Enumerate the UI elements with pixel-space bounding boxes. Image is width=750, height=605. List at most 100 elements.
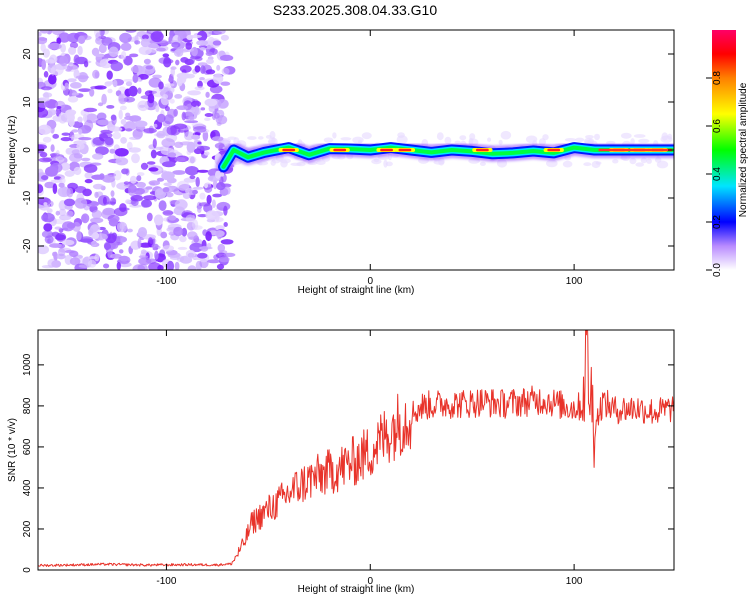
noise-blob — [170, 66, 175, 77]
snr-frame — [37, 329, 675, 571]
noise-blob — [340, 137, 352, 141]
noise-blob — [78, 88, 92, 92]
noise-blob — [110, 197, 116, 206]
noise-blob — [103, 263, 110, 269]
noise-blob — [81, 157, 91, 162]
noise-blob — [42, 92, 53, 98]
noise-blob — [94, 191, 99, 199]
noise-blob — [113, 207, 128, 217]
noise-blob — [211, 199, 216, 208]
noise-blob — [162, 187, 170, 193]
noise-blob — [143, 195, 157, 201]
noise-blob — [612, 159, 619, 164]
noise-blob — [134, 40, 141, 45]
y-tick-label: -20 — [22, 238, 33, 253]
noise-blob — [125, 30, 137, 33]
noise-blob — [185, 166, 199, 176]
colorbar: 0.0 0.2 0.4 0.6 0.8 Normalized spectral ampl… — [706, 30, 749, 277]
noise-blob — [129, 204, 142, 208]
noise-blob — [189, 242, 204, 253]
noise-blob — [188, 34, 202, 39]
noise-blob — [64, 170, 75, 177]
noise-blob — [68, 118, 75, 127]
noise-blob — [97, 102, 104, 107]
noise-blob — [95, 146, 109, 156]
noise-blob — [108, 126, 123, 132]
noise-blob — [84, 172, 93, 179]
noise-blob — [184, 120, 199, 124]
noise-blob — [224, 186, 231, 195]
noise-blob — [125, 128, 133, 132]
noise-blob — [147, 43, 160, 53]
noise-blob — [110, 190, 115, 198]
noise-blob — [216, 182, 226, 191]
noise-blob — [459, 135, 467, 141]
noise-blob — [38, 245, 50, 255]
noise-blob — [131, 65, 142, 74]
noise-blob — [187, 231, 198, 240]
noise-blob — [64, 110, 75, 120]
ridge-green-band — [221, 145, 674, 169]
noise-blob — [65, 68, 72, 72]
noise-blob — [43, 71, 49, 78]
noise-blob — [131, 153, 140, 164]
noise-blob — [110, 61, 124, 72]
noise-blob — [60, 162, 71, 171]
noise-blob — [198, 202, 211, 207]
noise-blob — [176, 105, 189, 110]
noise-blob — [91, 209, 102, 219]
noise-blob — [44, 235, 54, 244]
noise-blob — [38, 101, 48, 109]
noise-blob — [179, 235, 187, 243]
noise-blob — [173, 30, 184, 36]
y-tick-label: -10 — [22, 190, 33, 205]
noise-blob — [162, 94, 169, 100]
noise-blob — [258, 161, 263, 166]
noise-blob — [167, 152, 177, 158]
noise-blob — [77, 116, 83, 123]
noise-blob — [120, 137, 127, 144]
noise-blob — [205, 51, 213, 57]
noise-blob — [83, 107, 98, 113]
noise-blob — [89, 88, 95, 97]
noise-blob — [38, 57, 43, 67]
noise-blob — [38, 184, 44, 194]
noise-blob — [204, 117, 211, 121]
noise-blob — [60, 137, 72, 142]
x-tick-label: -100 — [156, 276, 176, 287]
noise-blob — [95, 32, 101, 41]
noise-blob — [40, 86, 53, 91]
colorbar-tick-label: 0.2 — [712, 215, 723, 229]
noise-blob — [132, 128, 143, 140]
noise-blob — [49, 243, 62, 248]
noise-blob — [69, 41, 79, 49]
noise-blob — [279, 158, 291, 164]
noise-blob — [93, 119, 106, 124]
noise-blob — [162, 161, 176, 168]
noise-blob — [71, 149, 81, 155]
noise-blob — [136, 175, 142, 182]
noise-blob — [212, 193, 223, 198]
noise-blob — [118, 255, 131, 265]
noise-blob — [118, 249, 124, 254]
noise-blob — [104, 136, 114, 146]
noise-blob — [123, 121, 137, 131]
noise-blob — [52, 133, 59, 139]
noise-blob — [71, 129, 79, 133]
noise-blob — [186, 141, 196, 153]
noise-blob — [585, 135, 594, 139]
noise-blob — [157, 113, 166, 123]
noise-blob — [174, 157, 186, 162]
noise-blob — [205, 231, 212, 242]
noise-blob — [128, 85, 138, 97]
noise-blob — [38, 168, 44, 177]
noise-blob — [199, 77, 205, 81]
noise-blob — [176, 180, 190, 191]
noise-blob — [162, 210, 174, 216]
noise-blob — [498, 139, 503, 145]
noise-blob — [191, 134, 201, 140]
noise-blob — [196, 30, 208, 42]
noise-blob — [141, 34, 149, 40]
